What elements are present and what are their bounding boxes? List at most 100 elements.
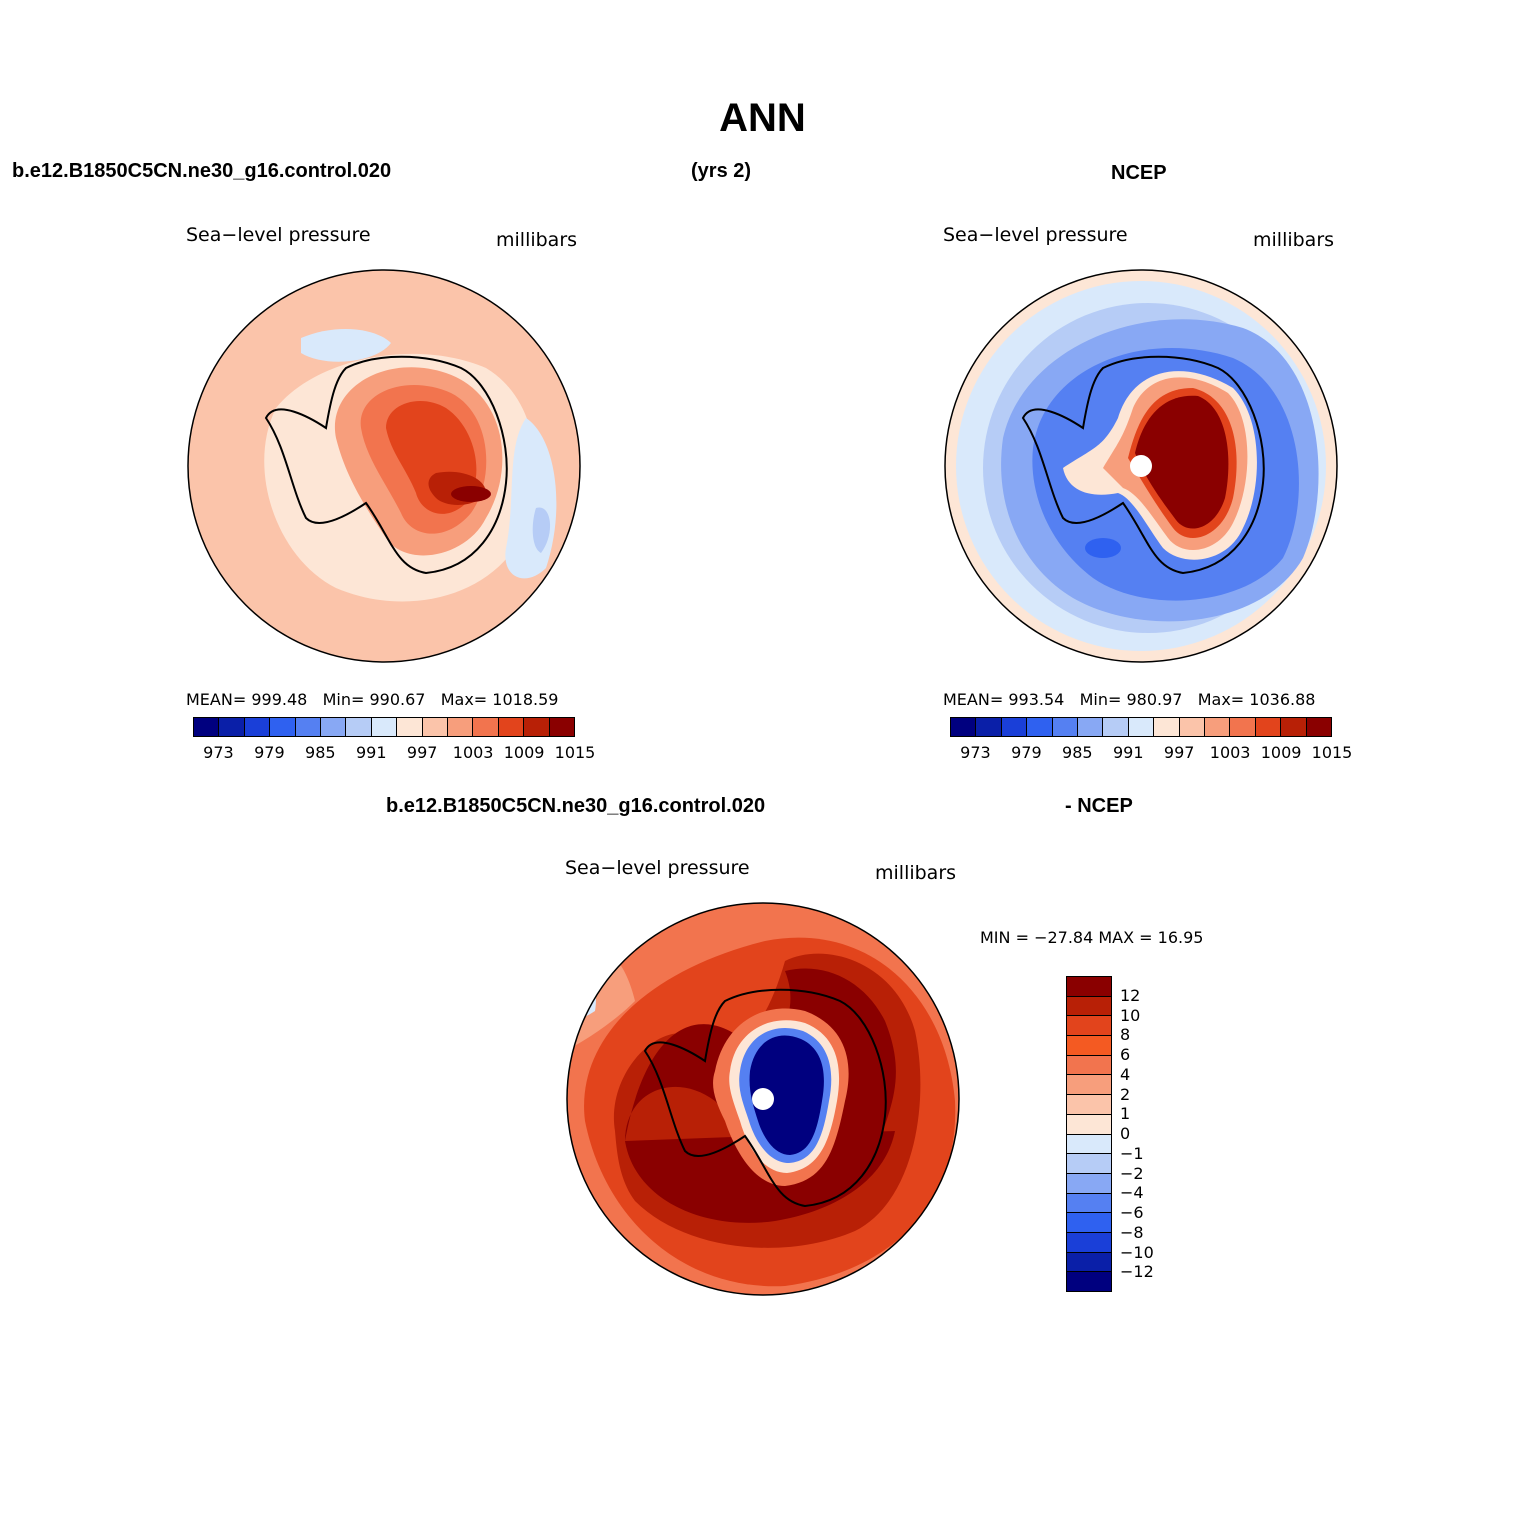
hbar2-swatch-3 bbox=[1027, 718, 1053, 736]
hbar1-swatch-9 bbox=[422, 718, 449, 736]
hticks2-label-5: 1003 bbox=[1209, 743, 1251, 762]
panel3-antarctica-coastline bbox=[643, 988, 887, 1208]
hbar2-swatch-0 bbox=[951, 718, 977, 736]
hbar1-swatch-10 bbox=[448, 718, 474, 736]
vbar-label-1: 10 bbox=[1120, 1005, 1141, 1025]
main-title: ANN bbox=[719, 96, 806, 140]
hbar2-swatch-14 bbox=[1306, 718, 1332, 736]
hbar1-swatch-8 bbox=[397, 718, 423, 736]
hbar1-swatch-5 bbox=[321, 718, 347, 736]
panel2-pole-mask bbox=[1130, 455, 1152, 477]
panel3-case-name: b.e12.B1850C5CN.ne30_g16.control.020 bbox=[386, 795, 766, 817]
panel3-colorbar bbox=[1066, 976, 1112, 1292]
vbar-label-8: −1 bbox=[1120, 1143, 1144, 1163]
panel2-polar-map bbox=[944, 269, 1338, 663]
vbar-swatch-5 bbox=[1067, 1075, 1111, 1096]
panel1-max-value: 1018.59 bbox=[492, 690, 559, 709]
vbar-swatch-15 bbox=[1067, 1272, 1111, 1291]
panel1-max-label: Max= bbox=[440, 690, 488, 709]
hbar1-swatch-11 bbox=[473, 718, 499, 736]
vbar-label-13: −10 bbox=[1120, 1242, 1154, 1262]
vbar-swatch-10 bbox=[1067, 1173, 1111, 1194]
vbar-swatch-13 bbox=[1067, 1232, 1111, 1253]
hticks2-label-0: 973 bbox=[960, 743, 991, 762]
vbar-swatch-11 bbox=[1067, 1193, 1111, 1214]
vbar-label-5: 2 bbox=[1120, 1084, 1131, 1104]
vbar-label-3: 6 bbox=[1120, 1045, 1131, 1064]
hticks1-label-4: 997 bbox=[406, 743, 438, 762]
panel2-mean-value: 993.54 bbox=[1008, 690, 1065, 709]
hbar1-swatch-6 bbox=[346, 718, 372, 736]
panel2-min-value: 980.97 bbox=[1126, 690, 1183, 709]
hbar1-swatch-0 bbox=[194, 718, 220, 736]
panel1-mean-value: 999.48 bbox=[251, 690, 308, 709]
vbar-label-6: 1 bbox=[1120, 1104, 1131, 1124]
vbar-swatch-8 bbox=[1067, 1134, 1111, 1155]
panel1-years: (yrs 2) bbox=[691, 160, 752, 182]
vbar-swatch-1 bbox=[1067, 996, 1111, 1017]
vbar-label-11: −6 bbox=[1120, 1203, 1144, 1222]
panel1-field-low-north bbox=[301, 328, 391, 362]
panel2-mean-label: MEAN= bbox=[943, 690, 1004, 709]
vbar-swatch-3 bbox=[1067, 1036, 1111, 1056]
panel2-antarctica-coastline bbox=[1021, 355, 1265, 575]
panel2-field-high-center bbox=[1135, 395, 1229, 529]
hticks1-label-5: 1003 bbox=[452, 743, 494, 762]
hbar2-swatch-1 bbox=[976, 718, 1002, 736]
hbar1-swatch-14 bbox=[549, 718, 575, 736]
panel1-field-high-center bbox=[451, 486, 491, 502]
panel2-map-boundary bbox=[944, 269, 1338, 663]
vbar-swatch-0 bbox=[1067, 977, 1111, 997]
vbar-swatch-12 bbox=[1067, 1213, 1111, 1233]
hbar2-swatch-5 bbox=[1078, 718, 1104, 736]
panel3-field-low-center bbox=[749, 1035, 824, 1155]
hticks2-label-4: 997 bbox=[1163, 743, 1195, 762]
hticks1-label-3: 991 bbox=[355, 743, 387, 762]
panel2-max-label: Max= bbox=[1197, 690, 1245, 709]
panel1-map-boundary bbox=[187, 269, 581, 663]
hbar2-swatch-8 bbox=[1154, 718, 1180, 736]
vbar-label-10: −4 bbox=[1120, 1183, 1144, 1203]
panel1-antarctica-coastline bbox=[264, 355, 508, 575]
panel2-variable-label: Sea−level pressure bbox=[943, 224, 1128, 246]
vbar-swatch-4 bbox=[1067, 1055, 1111, 1076]
hbar1-swatch-12 bbox=[498, 718, 525, 736]
hticks2-label-7: 1015 bbox=[1311, 743, 1353, 762]
hticks1-label-2: 985 bbox=[305, 743, 336, 762]
vbar-swatch-14 bbox=[1067, 1252, 1111, 1273]
vbar-label-4: 4 bbox=[1120, 1064, 1131, 1084]
panel3-units-label: millibars bbox=[875, 862, 957, 884]
panel1-case-name: b.e12.B1850C5CN.ne30_g16.control.020 bbox=[12, 160, 392, 182]
hticks1-label-1: 979 bbox=[254, 743, 285, 762]
hticks2-label-1: 979 bbox=[1011, 743, 1042, 762]
vbar-swatch-9 bbox=[1067, 1154, 1111, 1174]
hbar2-swatch-4 bbox=[1052, 718, 1079, 736]
panel1-variable-label: Sea−level pressure bbox=[186, 224, 371, 246]
hticks1-label-0: 973 bbox=[203, 743, 234, 762]
panel2-colorbar bbox=[950, 717, 1332, 737]
hbar1-swatch-3 bbox=[270, 718, 296, 736]
hbar2-swatch-13 bbox=[1281, 718, 1307, 736]
vbar-label-0: 12 bbox=[1120, 985, 1141, 1005]
vbar-label-14: −12 bbox=[1120, 1262, 1154, 1282]
panel3-map-boundary bbox=[566, 902, 960, 1296]
panel3-variable-label: Sea−level pressure bbox=[565, 857, 750, 879]
vbar-label-9: −2 bbox=[1120, 1163, 1144, 1183]
panel2-case-name: NCEP bbox=[1111, 162, 1167, 184]
panel3-suffix: - NCEP bbox=[1065, 795, 1133, 817]
hbar2-swatch-11 bbox=[1230, 718, 1256, 736]
panel3-pole-mask bbox=[752, 1088, 774, 1110]
panel1-mean-label: MEAN= bbox=[186, 690, 247, 709]
vbar-label-7: 0 bbox=[1120, 1124, 1131, 1143]
panel2-units-label: millibars bbox=[1253, 229, 1335, 251]
hbar1-swatch-7 bbox=[371, 718, 398, 736]
panel2-stats: MEAN= 993.54 Min= 980.97 Max= 1036.88 bbox=[943, 690, 1315, 709]
hbar1-swatch-1 bbox=[219, 718, 245, 736]
hbar2-swatch-6 bbox=[1103, 718, 1129, 736]
hbar2-swatch-10 bbox=[1205, 718, 1231, 736]
hbar1-swatch-4 bbox=[295, 718, 322, 736]
vbar-label-12: −8 bbox=[1120, 1222, 1144, 1242]
panel2-max-value: 1036.88 bbox=[1249, 690, 1316, 709]
panel1-field-low-east-core bbox=[532, 507, 551, 553]
panel2-min-label: Min= bbox=[1079, 690, 1122, 709]
